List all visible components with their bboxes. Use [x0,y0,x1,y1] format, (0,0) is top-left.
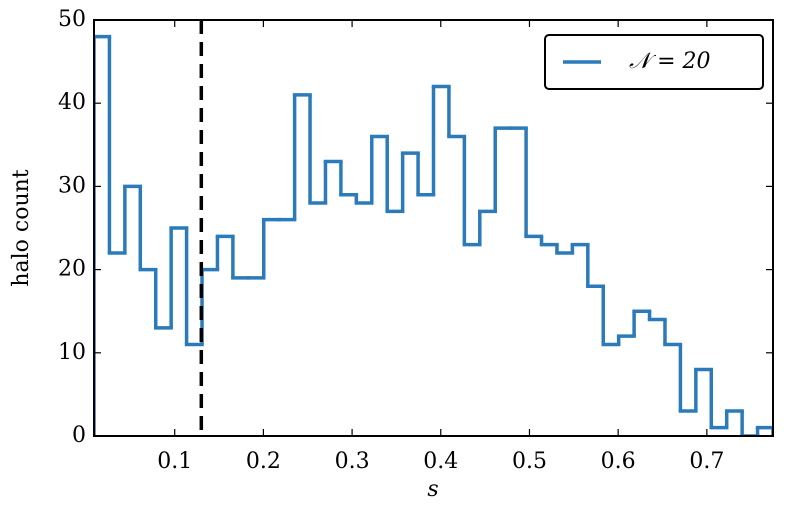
y-tick-label: 0 [72,423,86,448]
y-tick-label: 50 [58,7,86,32]
x-tick-label: 0.6 [601,449,636,474]
x-axis-label: s [427,477,438,502]
x-tick-label: 0.5 [512,449,547,474]
y-tick-label: 40 [58,90,86,115]
y-tick-label: 10 [58,340,86,365]
x-tick-label: 0.3 [335,449,370,474]
y-tick-label: 20 [58,257,86,282]
plot [94,20,773,436]
plot-frame [93,19,774,437]
x-tick-label: 0.1 [157,449,192,474]
legend-label: 𝒩 = 20 [629,49,711,74]
legend-box [544,34,764,90]
y-axis-label: halo count [9,169,34,286]
y-tick-label: 30 [58,173,86,198]
x-tick-label: 0.2 [246,449,281,474]
x-tick-label: 0.4 [423,449,458,474]
x-tick-label: 0.7 [689,449,724,474]
